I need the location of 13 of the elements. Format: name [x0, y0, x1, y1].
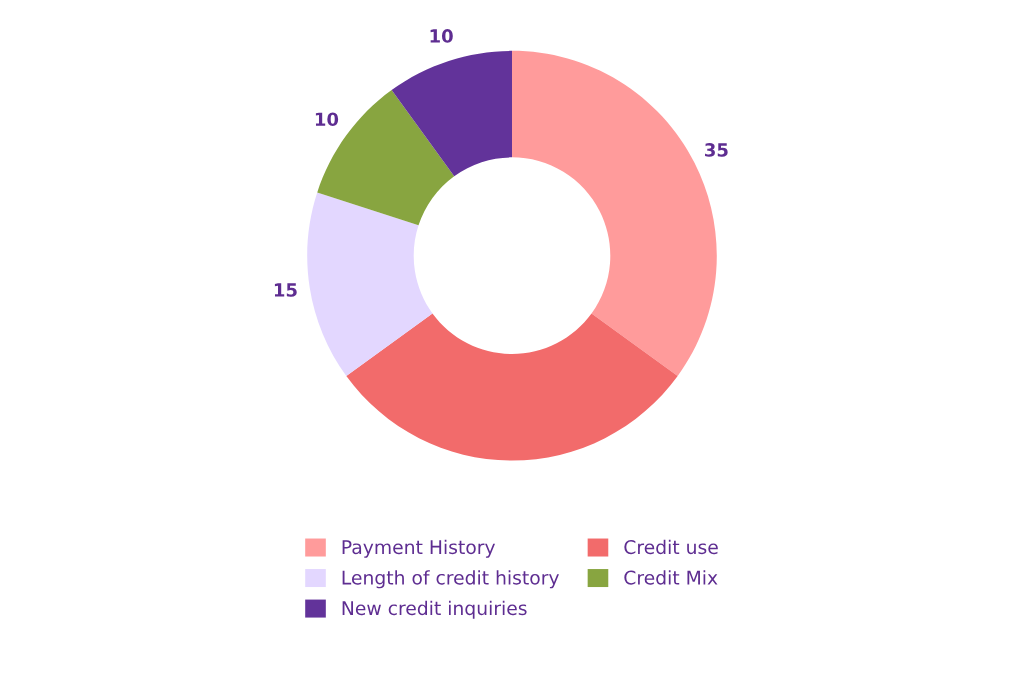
legend-label: Credit Mix: [624, 570, 718, 585]
donut-slice: [317, 89, 455, 226]
legend-label: New credit inquiries: [342, 600, 527, 619]
donut-slice: [391, 50, 512, 177]
legend-label: Credit use: [624, 539, 718, 555]
legend-label: Length of credit history: [342, 570, 559, 589]
data-label: 10: [430, 29, 453, 43]
legend-label: Payment History: [342, 539, 496, 558]
data-label: 15: [274, 283, 297, 297]
data-label: 10: [315, 112, 339, 127]
data-label: 35: [705, 143, 728, 157]
donut-slice: [346, 313, 678, 461]
donut-slice: [307, 192, 433, 377]
